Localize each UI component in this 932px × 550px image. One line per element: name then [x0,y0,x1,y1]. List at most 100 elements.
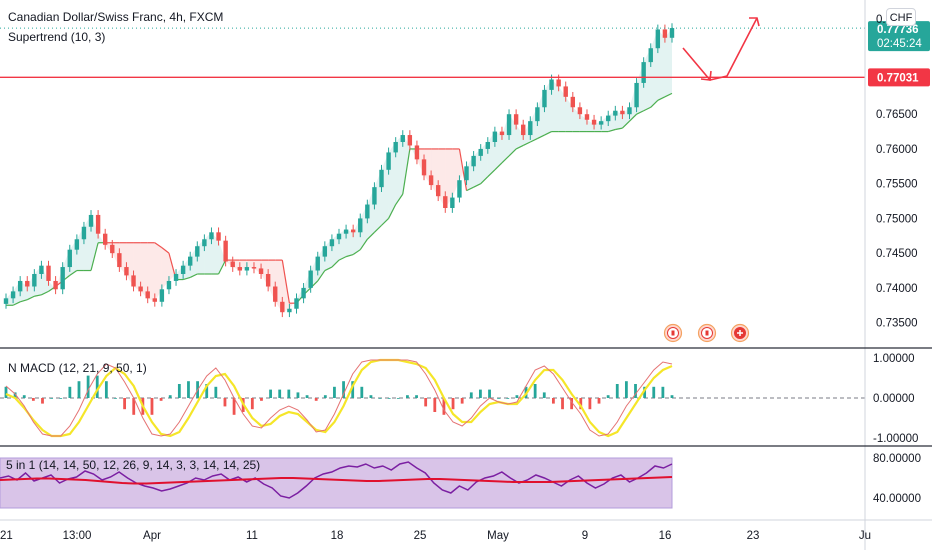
candle[interactable] [244,267,250,271]
currency-button[interactable]: CHF [886,8,916,26]
candle[interactable] [414,145,420,160]
candle[interactable] [138,286,143,292]
candle[interactable] [301,287,306,299]
candle[interactable] [591,119,597,125]
candle[interactable] [563,86,568,97]
candle[interactable] [641,62,646,83]
candle[interactable] [265,274,271,287]
candle[interactable] [230,261,235,268]
candle[interactable] [32,274,37,287]
candle[interactable] [528,121,533,136]
event-marker-flag-icon[interactable] [663,323,683,343]
event-marker-plus-icon[interactable] [730,323,750,343]
candle[interactable] [499,131,505,136]
candle[interactable] [350,229,356,233]
candle[interactable] [159,289,165,302]
candle[interactable] [180,265,186,274]
candle[interactable] [372,187,377,205]
candle[interactable] [506,114,512,136]
candle[interactable] [577,107,583,115]
candle[interactable] [188,256,193,266]
time-axis[interactable]: 21 13:00 Apr 11 18 25 May 9 16 23 Ju [0,530,871,542]
candle[interactable] [81,226,87,240]
candle[interactable] [464,166,469,181]
candle[interactable] [535,107,540,122]
candle[interactable] [648,48,653,63]
candle[interactable] [60,267,65,290]
candle[interactable] [634,82,639,108]
candle[interactable] [46,265,51,281]
candle[interactable] [124,267,129,276]
candle[interactable] [145,291,150,299]
candle[interactable] [17,280,23,292]
candle[interactable] [173,274,179,281]
candle[interactable] [322,246,328,257]
candle[interactable] [655,29,661,49]
candle[interactable] [669,28,675,38]
candle[interactable] [202,239,207,247]
candle[interactable] [95,214,101,234]
candle[interactable] [280,301,285,313]
candle[interactable] [549,79,554,90]
candle[interactable] [10,291,16,299]
candle[interactable] [209,232,214,240]
candle[interactable] [308,270,313,288]
candle[interactable] [294,298,299,309]
candle[interactable] [386,152,391,170]
candle[interactable] [400,135,405,142]
candle[interactable] [556,79,561,87]
candle[interactable] [329,239,335,247]
candle[interactable] [152,298,157,302]
candle[interactable] [258,268,264,274]
candle[interactable] [435,185,441,197]
candle[interactable] [478,148,483,156]
candle[interactable] [620,110,625,115]
candle[interactable] [216,232,221,241]
candle[interactable] [521,124,526,136]
candle[interactable] [613,110,618,116]
candle[interactable] [627,107,632,115]
candle[interactable] [166,280,172,290]
candle[interactable] [513,114,519,125]
candle[interactable] [358,218,363,233]
candle[interactable] [336,233,342,240]
macd-pane[interactable] [0,358,865,438]
candle[interactable] [428,175,434,186]
candle[interactable] [598,121,604,125]
event-marker-flag-icon[interactable] [697,323,717,343]
candle[interactable] [53,280,58,290]
candle[interactable] [343,229,349,234]
candle[interactable] [421,159,427,176]
candle[interactable] [273,286,278,302]
candle[interactable] [251,267,257,269]
forecast-arrows[interactable] [682,17,760,81]
candle[interactable] [365,204,370,219]
candle[interactable] [131,275,136,287]
candle[interactable] [39,265,44,274]
candle[interactable] [542,89,547,108]
candle[interactable] [315,256,320,271]
candle[interactable] [3,298,9,304]
candle[interactable] [393,142,398,153]
candle[interactable] [237,267,243,271]
candle[interactable] [662,29,668,38]
candle[interactable] [407,135,413,146]
five-in-one-pane[interactable] [0,457,673,509]
candle[interactable] [88,214,94,227]
candle[interactable] [443,196,448,208]
candle[interactable] [223,240,228,262]
candle[interactable] [450,197,455,208]
candle[interactable] [584,114,590,120]
candle[interactable] [74,239,80,250]
candle[interactable] [570,96,576,108]
candle[interactable] [67,249,72,268]
price-pane[interactable] [0,17,865,343]
candle[interactable] [117,253,122,268]
candle[interactable] [287,308,292,313]
candle[interactable] [492,131,498,142]
candle[interactable] [102,233,108,245]
candle[interactable] [485,142,490,149]
candle[interactable] [25,280,30,287]
